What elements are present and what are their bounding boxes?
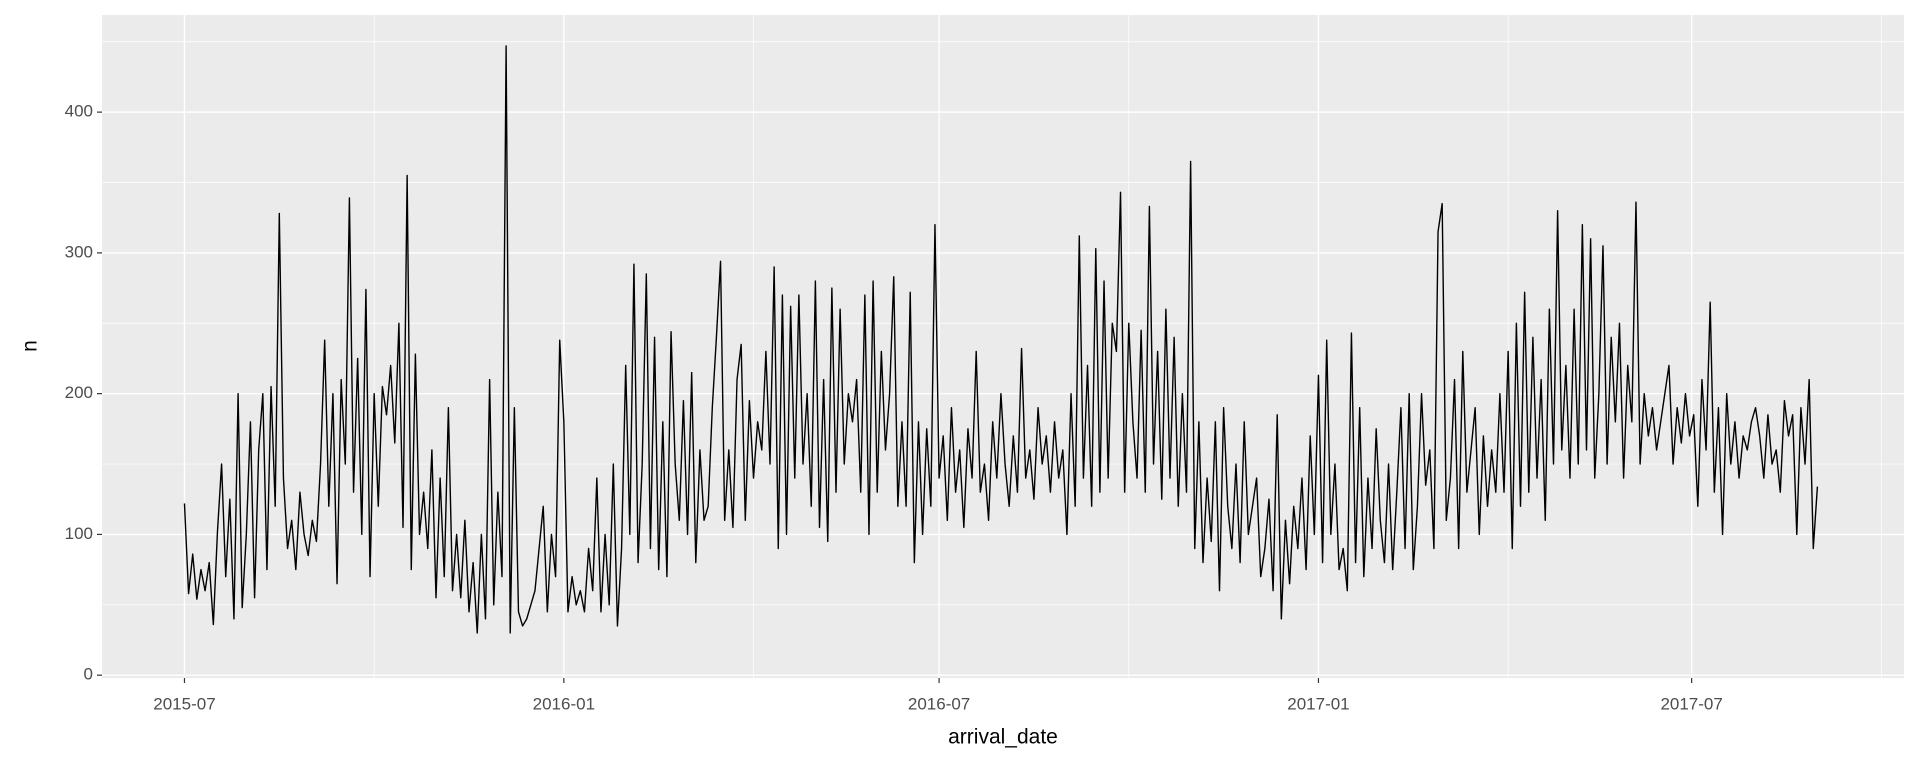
x-tick-label: 2016-07 — [908, 694, 970, 713]
x-tick-label: 2016-01 — [533, 694, 595, 713]
y-tick-label: 400 — [65, 102, 93, 121]
data-line — [183, 45, 1819, 634]
y-axis-title: n — [19, 340, 42, 352]
y-tick-label: 0 — [84, 665, 93, 684]
y-tick-label: 200 — [65, 383, 93, 402]
x-axis-title: arrival_date — [948, 726, 1058, 749]
y-tick-label: 100 — [65, 524, 93, 543]
x-tick-label: 2015-07 — [153, 694, 215, 713]
x-tick-label: 2017-01 — [1287, 694, 1349, 713]
panel — [102, 15, 1904, 678]
x-tick-label: 2017-07 — [1660, 694, 1722, 713]
y-tick-label: 300 — [65, 242, 93, 261]
